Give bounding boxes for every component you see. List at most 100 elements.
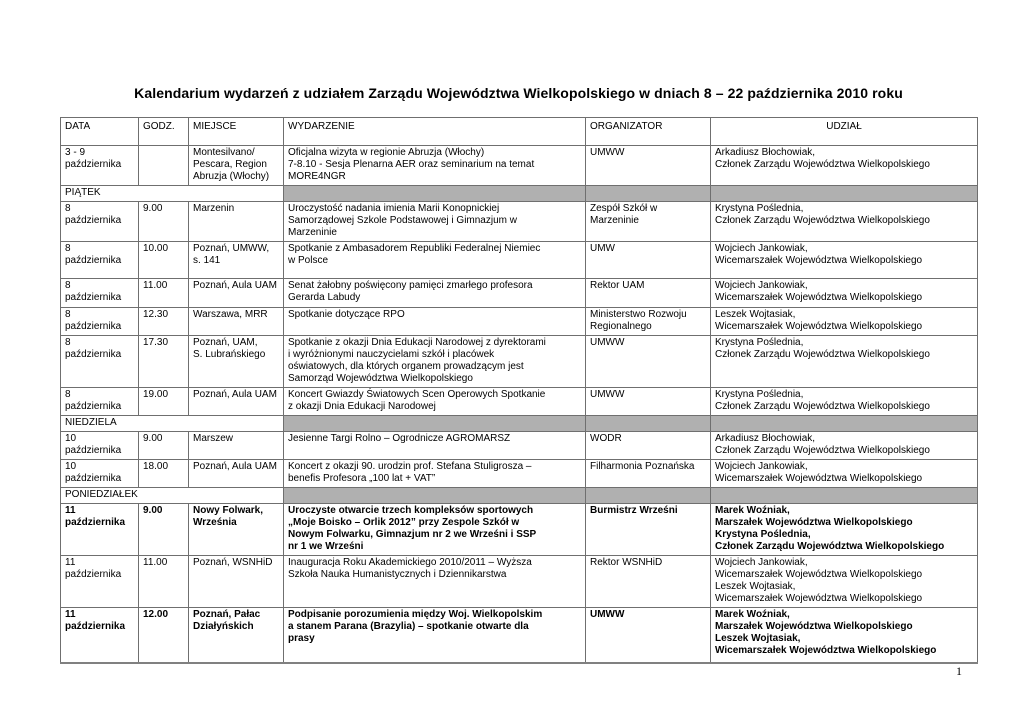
cell-date: 11 października bbox=[60, 607, 139, 663]
event-row: 3 - 9 października Montesilvano/ Pescara,… bbox=[60, 145, 978, 186]
event-row: 8 października 12.30 Warszawa, MRR Spotkani… bbox=[60, 307, 978, 336]
section-gray-cell bbox=[283, 487, 586, 504]
section-gray-cell bbox=[710, 415, 978, 432]
cell-date: 8 października bbox=[60, 335, 139, 388]
section-row: NIEDZIELA bbox=[60, 415, 978, 432]
header-participation: UDZIAŁ bbox=[710, 117, 978, 146]
header-date: DATA bbox=[60, 117, 139, 146]
cell-event: Uroczyste otwarcie trzech kompleksów spo… bbox=[283, 503, 586, 556]
section-gray-cell bbox=[585, 487, 711, 504]
header-organizer: ORGANIZATOR bbox=[585, 117, 711, 146]
cell-participation: Wojciech Jankowiak, Wicemarszałek Wojewó… bbox=[710, 555, 978, 608]
cell-place: Poznań, Pałac Działyńskich bbox=[188, 607, 284, 663]
cell-place: Poznań, UMWW, s. 141 bbox=[188, 241, 284, 279]
cell-organizer: UMWW bbox=[585, 387, 711, 416]
cell-time: 9.00 bbox=[138, 431, 189, 460]
cell-place: Poznań, Aula UAM bbox=[188, 387, 284, 416]
cell-date: 11 października bbox=[60, 555, 139, 608]
cell-time: 12.00 bbox=[138, 607, 189, 663]
cell-event: Oficjalna wizyta w regionie Abruzja (Wło… bbox=[283, 145, 586, 186]
cell-organizer: Rektor UAM bbox=[585, 278, 711, 308]
cell-time: 11.00 bbox=[138, 278, 189, 308]
document-title: Kalendarium wydarzeń z udziałem Zarządu … bbox=[134, 85, 903, 101]
cell-date: 8 października bbox=[60, 387, 139, 416]
cell-organizer: UMW bbox=[585, 241, 711, 279]
cell-time: 12.30 bbox=[138, 307, 189, 336]
table-header-row: DATA GODZ. MIEJSCE WYDARZENIE ORGANIZATO… bbox=[60, 117, 978, 146]
cell-event: Spotkanie dotyczące RPO bbox=[283, 307, 586, 336]
header-event: WYDARZENIE bbox=[283, 117, 586, 146]
cell-place: Marszew bbox=[188, 431, 284, 460]
cell-event: Podpisanie porozumienia między Woj. Wiel… bbox=[283, 607, 586, 663]
cell-participation: Krystyna Poślednia, Członek Zarządu Woje… bbox=[710, 387, 978, 416]
cell-participation: Wojciech Jankowiak, Wicemarszałek Wojewó… bbox=[710, 241, 978, 279]
cell-event: Koncert Gwiazdy Światowych Scen Operowyc… bbox=[283, 387, 586, 416]
cell-event: Uroczystość nadania imienia Marii Konopn… bbox=[283, 201, 586, 242]
cell-event: Koncert z okazji 90. urodzin prof. Stefa… bbox=[283, 459, 586, 488]
header-place: MIEJSCE bbox=[188, 117, 284, 146]
cell-place: Nowy Folwark, Września bbox=[188, 503, 284, 556]
event-row: 10 października 18.00 Poznań, Aula UAM Konc… bbox=[60, 459, 978, 488]
cell-organizer: Zespół Szkół w Marzeninie bbox=[585, 201, 711, 242]
section-gray-cell bbox=[283, 415, 586, 432]
cell-time bbox=[138, 145, 189, 186]
section-gray-cell bbox=[710, 185, 978, 202]
cell-time: 17.30 bbox=[138, 335, 189, 388]
event-row: 11 października 9.00 Nowy Folwark, Wrześni… bbox=[60, 503, 978, 556]
cell-organizer: Rektor WSNHiD bbox=[585, 555, 711, 608]
cell-event: Jesienne Targi Rolno – Ogrodnicze AGROMA… bbox=[283, 431, 586, 460]
cell-participation: Marek Woźniak, Marszałek Województwa Wie… bbox=[710, 607, 978, 663]
event-row: 11 października 11.00 Poznań, WSNHiD Inaugu… bbox=[60, 555, 978, 608]
section-label: NIEDZIELA bbox=[60, 415, 284, 432]
cell-date: 10 października bbox=[60, 431, 139, 460]
cell-organizer: UMWW bbox=[585, 145, 711, 186]
cell-place: Marzenin bbox=[188, 201, 284, 242]
cell-date: 8 października bbox=[60, 278, 139, 308]
cell-place: Poznań, Aula UAM bbox=[188, 278, 284, 308]
section-label: PIĄTEK bbox=[60, 185, 284, 202]
section-row: PONIEDZIAŁEK bbox=[60, 487, 978, 504]
cell-time: 9.00 bbox=[138, 201, 189, 242]
cell-event: Spotkanie z okazji Dnia Edukacji Narodow… bbox=[283, 335, 586, 388]
event-row: 8 października 19.00 Poznań, Aula UAM Konce… bbox=[60, 387, 978, 416]
cell-participation: Marek Woźniak, Marszałek Województwa Wie… bbox=[710, 503, 978, 556]
cell-organizer: UMWW bbox=[585, 335, 711, 388]
cell-participation: Krystyna Poślednia, Członek Zarządu Woje… bbox=[710, 335, 978, 388]
cell-place: Warszawa, MRR bbox=[188, 307, 284, 336]
cell-time: 19.00 bbox=[138, 387, 189, 416]
cell-date: 10 października bbox=[60, 459, 139, 488]
cell-time: 10.00 bbox=[138, 241, 189, 279]
cell-organizer: UMWW bbox=[585, 607, 711, 663]
cell-participation: Krystyna Poślednia, Członek Zarządu Woje… bbox=[710, 201, 978, 242]
cell-event: Inauguracja Roku Akademickiego 2010/2011… bbox=[283, 555, 586, 608]
cell-organizer: Filharmonia Poznańska bbox=[585, 459, 711, 488]
cell-participation: Wojciech Jankowiak, Wicemarszałek Wojewó… bbox=[710, 278, 978, 308]
section-gray-cell bbox=[585, 185, 711, 202]
header-time: GODZ. bbox=[138, 117, 189, 146]
cell-organizer: Ministerstwo Rozwoju Regionalnego bbox=[585, 307, 711, 336]
calendar-table: DATA GODZ. MIEJSCE WYDARZENIE ORGANIZATO… bbox=[60, 117, 978, 664]
event-row: 8 października 11.00 Poznań, Aula UAM Senat… bbox=[60, 278, 978, 308]
cell-place: Poznań, Aula UAM bbox=[188, 459, 284, 488]
event-row: 10 października 9.00 Marszew Jesienne Targi… bbox=[60, 431, 978, 460]
page-number: 1 bbox=[956, 664, 962, 678]
section-gray-cell bbox=[585, 415, 711, 432]
cell-time: 9.00 bbox=[138, 503, 189, 556]
cell-organizer: Burmistrz Wrześni bbox=[585, 503, 711, 556]
event-row: 8 października 10.00 Poznań, UMWW, s. 141 S… bbox=[60, 241, 978, 279]
cell-participation: Arkadiusz Błochowiak, Członek Zarządu Wo… bbox=[710, 145, 978, 186]
cell-date: 8 października bbox=[60, 201, 139, 242]
section-label: PONIEDZIAŁEK bbox=[60, 487, 284, 504]
cell-participation: Arkadiusz Błochowiak, Członek Zarządu Wo… bbox=[710, 431, 978, 460]
cell-event: Spotkanie z Ambasadorem Republiki Federa… bbox=[283, 241, 586, 279]
event-row: 8 października 17.30 Poznań, UAM, S. Lubra… bbox=[60, 335, 978, 388]
cell-date: 3 - 9 października bbox=[60, 145, 139, 186]
cell-participation: Wojciech Jankowiak, Wicemarszałek Wojewó… bbox=[710, 459, 978, 488]
cell-place: Poznań, UAM, S. Lubrańskiego bbox=[188, 335, 284, 388]
section-gray-cell bbox=[710, 487, 978, 504]
table-body: 3 - 9 października Montesilvano/ Pescara,… bbox=[60, 145, 978, 663]
cell-time: 18.00 bbox=[138, 459, 189, 488]
calendar-table-container: DATA GODZ. MIEJSCE WYDARZENIE ORGANIZATO… bbox=[60, 117, 978, 664]
event-row: 8 października 9.00 Marzenin Uroczystość na… bbox=[60, 201, 978, 242]
